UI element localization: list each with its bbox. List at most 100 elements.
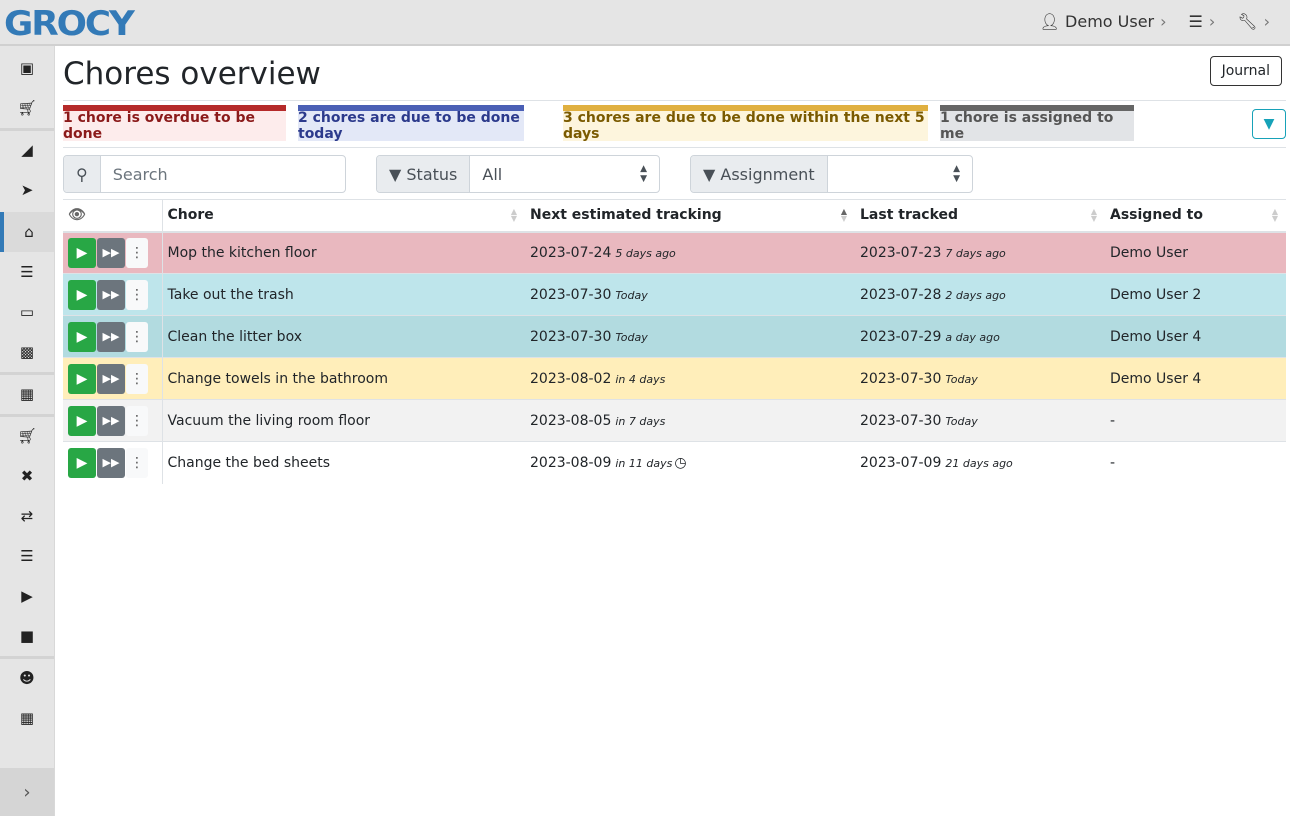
last-tracked: 2023-07-30 Today [855, 399, 1105, 442]
sidebar-divider [0, 656, 54, 659]
next-relative: 5 days ago [615, 246, 676, 260]
chore-name[interactable]: Vacuum the living room floor [162, 399, 525, 442]
more-options-button[interactable]: ⋮ [126, 363, 148, 394]
status-badge[interactable]: 1 chore is overdue to be done [63, 105, 286, 142]
next-tracking: 2023-08-09 in 11 days ◷ [525, 441, 855, 484]
play-icon: ▶ [76, 412, 88, 429]
search-input[interactable]: Search [112, 164, 168, 184]
more-options-button[interactable]: ⋮ [126, 405, 148, 436]
sidebar-item-table[interactable]: ▦ [0, 698, 54, 738]
chore-name[interactable]: Take out the trash [162, 273, 525, 316]
track-chore-button[interactable]: ▶ [68, 279, 96, 310]
sidebar-item-battery-full[interactable]: ■ [0, 616, 54, 656]
play-icon: ▶ [76, 454, 88, 471]
sidebar-divider [0, 372, 54, 375]
track-chore-button[interactable]: ▶ [68, 405, 96, 436]
user-menu[interactable]: 👤︎ Demo User › [1040, 12, 1167, 31]
skip-chore-button[interactable]: ▶▶ [97, 363, 125, 394]
sidebar-item-box[interactable]: ▣ [0, 48, 54, 88]
track-chore-button[interactable]: ▶ [68, 363, 96, 394]
tools-menu[interactable]: 🔧︎ › [1237, 12, 1270, 31]
more-options-button[interactable]: ⋮ [126, 321, 148, 352]
last-tracked: 2023-07-28 2 days ago [855, 273, 1105, 316]
clear-filter-button[interactable]: ▼ [1252, 109, 1286, 139]
select-arrows-icon: ▲ ▼ [953, 164, 960, 184]
sidebar-item-battery[interactable]: ▭ [0, 292, 54, 332]
status-badge[interactable]: 3 chores are due to be done within the n… [563, 105, 928, 142]
calendar-icon: ▦ [19, 385, 35, 403]
chore-name[interactable]: Clean the litter box [162, 315, 525, 358]
box-icon: ▣ [19, 59, 35, 77]
sidebar-toggle[interactable]: › [0, 768, 54, 816]
sliders-icon: ☰ [1188, 12, 1203, 31]
last-date: 2023-07-29 [860, 328, 942, 345]
chore-name[interactable]: Mop the kitchen floor [162, 231, 525, 274]
next-tracking: 2023-07-24 5 days ago [525, 231, 855, 274]
settings-menu[interactable]: ☰ › [1189, 12, 1216, 31]
sidebar-item-cart-plus[interactable]: 🛒︎ [0, 416, 54, 456]
utensils-icon: ✖ [20, 467, 34, 485]
sidebar-item-play[interactable]: ▶ [0, 576, 54, 616]
sidebar-item-tasks[interactable]: ☰ [0, 252, 54, 292]
table-row: ▶ ▶▶ ⋮ Change the bed sheets 2023-08-09 in 11… [63, 441, 1286, 484]
skip-chore-button[interactable]: ▶▶ [97, 237, 125, 268]
next-date: 2023-08-09 [530, 454, 612, 471]
fast-forward-icon: ▶▶ [102, 456, 120, 470]
sidebar-divider [0, 128, 54, 131]
last-tracked: 2023-07-23 7 days ago [855, 231, 1105, 274]
sidebar-item-paper-plane[interactable]: ➤ [0, 170, 54, 210]
tasks-icon: ☰ [20, 263, 34, 281]
play-icon: ▶ [76, 244, 88, 261]
sidebar-item-smile[interactable]: ☻ [0, 658, 54, 698]
next-tracking: 2023-08-02 in 4 days [525, 357, 855, 400]
sidebar-item-toolbox[interactable]: ▩ [0, 332, 54, 372]
column-visibility-header[interactable]: 👁︎ [63, 199, 163, 233]
sort-icon: ▲ ▼ [1090, 207, 1097, 223]
track-chore-button[interactable]: ▶ [68, 447, 96, 478]
table-row: ▶ ▶▶ ⋮ Vacuum the living room floor 2023-08-… [63, 399, 1286, 442]
journal-button[interactable]: Journal [1209, 56, 1282, 86]
next-relative: in 4 days [615, 372, 666, 386]
status-select[interactable]: All ▲ ▼ [470, 156, 659, 192]
skip-chore-button[interactable]: ▶▶ [97, 279, 125, 310]
header-chore[interactable]: Chore ▲ ▼ [162, 199, 525, 233]
header-assigned-to[interactable]: Assigned to ▲ ▼ [1105, 199, 1286, 233]
table-row: ▶ ▶▶ ⋮ Take out the trash 2023-07-30 Today 202… [63, 273, 1286, 316]
next-date: 2023-07-30 [530, 328, 612, 345]
filter-icon: ▼ [389, 164, 407, 184]
sidebar-item-list[interactable]: ☰ [0, 536, 54, 576]
sort-icon: ▲ ▼ [1271, 207, 1278, 223]
status-filter-group: ▼ Status All ▲ ▼ [376, 155, 660, 193]
track-chore-button[interactable]: ▶ [68, 237, 96, 268]
sidebar-item-home[interactable]: ⌂ [0, 212, 54, 252]
sidebar-item-pizza[interactable]: ◢ [0, 130, 54, 170]
next-date: 2023-08-05 [530, 412, 612, 429]
skip-chore-button[interactable]: ▶▶ [97, 405, 125, 436]
header-next-tracking[interactable]: Next estimated tracking ▲ ▼ [525, 199, 855, 233]
skip-chore-button[interactable]: ▶▶ [97, 447, 125, 478]
table-row: ▶ ▶▶ ⋮ Mop the kitchen floor 2023-07-24 5 day… [63, 231, 1286, 274]
status-badge[interactable]: 2 chores are due to be done today [298, 105, 524, 142]
status-badge[interactable]: 1 chore is assigned to me [940, 105, 1134, 142]
kebab-icon: ⋮ [130, 454, 144, 471]
sidebar-item-cart[interactable]: 🛒︎ [0, 88, 54, 128]
assignment-select[interactable]: ▲ ▼ [828, 156, 972, 192]
user-icon: 👤︎ [1039, 12, 1060, 31]
chore-name[interactable]: Change the bed sheets [162, 441, 525, 484]
grocy-logo[interactable]: GROCY [4, 4, 135, 44]
assigned-to: Demo User 2 [1105, 273, 1286, 316]
assigned-to: - [1105, 399, 1286, 442]
more-options-button[interactable]: ⋮ [126, 447, 148, 478]
sidebar-item-exchange[interactable]: ⇄ [0, 496, 54, 536]
page-title: Chores overview [63, 56, 321, 92]
more-options-button[interactable]: ⋮ [126, 279, 148, 310]
cart-icon: 🛒︎ [17, 99, 37, 117]
chore-name[interactable]: Change towels in the bathroom [162, 357, 525, 400]
sidebar-item-calendar[interactable]: ▦ [0, 374, 54, 414]
header-last-tracked[interactable]: Last tracked ▲ ▼ [855, 199, 1105, 233]
skip-chore-button[interactable]: ▶▶ [97, 321, 125, 352]
more-options-button[interactable]: ⋮ [126, 237, 148, 268]
track-chore-button[interactable]: ▶ [68, 321, 96, 352]
sidebar-item-utensils[interactable]: ✖ [0, 456, 54, 496]
last-date: 2023-07-09 [860, 454, 942, 471]
